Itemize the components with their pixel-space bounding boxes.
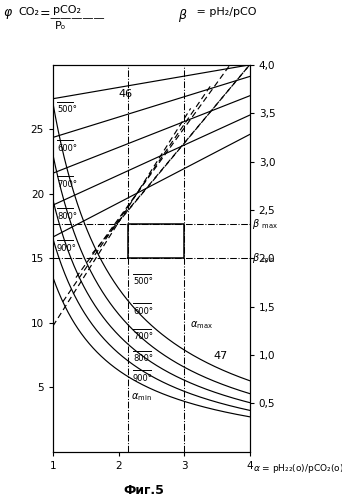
Text: 500°: 500° <box>57 105 77 114</box>
Text: =: = <box>39 7 50 20</box>
Text: 800°: 800° <box>57 212 77 221</box>
Text: 800°: 800° <box>133 354 153 363</box>
Text: 700°: 700° <box>133 332 153 341</box>
Text: $\beta$ $_{\mathregular{max}}$: $\beta$ $_{\mathregular{max}}$ <box>252 218 278 232</box>
Text: $\beta$: $\beta$ <box>178 7 187 24</box>
Text: 46: 46 <box>118 89 132 99</box>
Text: $\varphi$: $\varphi$ <box>3 7 14 21</box>
Text: CO₂: CO₂ <box>19 7 40 17</box>
Text: $\alpha$$_{\mathregular{min}}$: $\alpha$$_{\mathregular{min}}$ <box>131 391 152 403</box>
Text: Фиг.5: Фиг.5 <box>123 484 164 497</box>
Text: 700°: 700° <box>57 180 77 189</box>
Text: 600°: 600° <box>57 144 77 153</box>
Text: 47: 47 <box>214 351 228 361</box>
Text: pCO₂: pCO₂ <box>53 5 81 15</box>
Text: $\alpha$ = pH₂₂(о)/pCO₂(о): $\alpha$ = pH₂₂(о)/pCO₂(о) <box>253 462 342 475</box>
Text: $\alpha$$_{\mathregular{max}}$: $\alpha$$_{\mathregular{max}}$ <box>190 319 213 331</box>
Text: Pₒ: Pₒ <box>55 21 66 31</box>
Text: 900°: 900° <box>57 244 77 252</box>
Text: = pH₂/pCO: = pH₂/pCO <box>193 7 257 17</box>
Text: 900°: 900° <box>133 374 153 383</box>
Text: —————: ————— <box>50 13 105 23</box>
Text: $\beta$ $_{\mathregular{min}}$: $\beta$ $_{\mathregular{min}}$ <box>252 251 276 265</box>
Text: 600°: 600° <box>133 306 153 315</box>
Text: 500°: 500° <box>133 277 153 286</box>
